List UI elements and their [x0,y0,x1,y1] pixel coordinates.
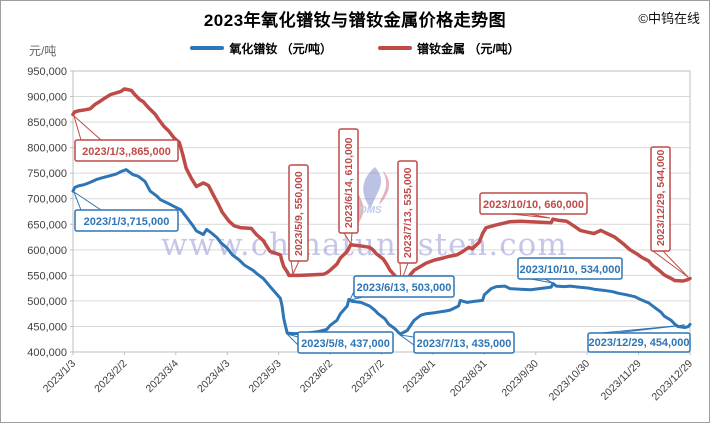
y-tick-label: 550,000 [27,270,67,282]
x-tick-label: 2023/4/3 [195,358,232,395]
annotation-metal-may9: 2023/5/9, 550,000 [288,164,309,276]
annotation-label: 2023/5/8, 437,000 [301,338,390,350]
legend: 氧化镨钕 （元/吨） 镨钕金属 （元/吨） [1,39,709,57]
x-tick-label: 2023/6/2 [298,358,335,395]
x-axis: 2023/1/3 2023/2/2 2023/3/4 2023/4/3 2023/5/3… [41,352,695,403]
y-tick-label: 850,000 [27,117,67,129]
series-lines [71,87,692,336]
copyright-label: ©中钨在线 [638,11,700,26]
series-line-metal [71,87,692,285]
legend-item-oxide: 氧化镨钕 （元/吨） [190,40,332,57]
annotation-oxide-jul13: 2023/7/13, 435,000 [399,331,515,354]
annotation-label: 2023/12/29, 454,000 [589,337,690,349]
logo-text: TOMS [353,205,382,216]
annotation-metal-dec29: 2023/12/29, 544,000 [650,146,689,278]
x-tick-label: 2023/1/3 [41,358,78,395]
x-tick-label: 2023/12/29 [649,358,695,404]
annotation-label: 2023/1/3,715,000 [84,216,170,228]
annotation-metal-jan3: 2023/1/3,,865,000 [73,114,179,162]
y-tick-label: 500,000 [27,296,67,308]
y-tick-label: 700,000 [27,194,67,206]
y-tick-label: 400,000 [27,347,67,359]
y-axis: 400,000 450,000 500,000 550,000 600,000 650,0… [27,66,73,359]
x-tick-label: 2023/5/3 [246,358,283,395]
annotation-label: 2023/1/3,,865,000 [82,146,171,158]
annotation-oxide-oct10: 2023/10/10, 534,000 [517,257,623,284]
annotation-oxide-dec29: 2023/12/29, 454,000 [587,324,691,353]
y-tick-label: 750,000 [27,168,67,180]
annotation-label: 2023/7/13, 535,000 [402,167,414,258]
x-tick-label: 2023/2/2 [92,358,129,395]
y-tick-label: 600,000 [27,245,67,257]
annotation-label: 2023/10/10, 660,000 [483,199,584,211]
annotation-label: 2023/12/29, 544,000 [655,149,667,246]
y-tick-label: 900,000 [27,92,67,104]
annotation-label: 2023/5/9, 550,000 [293,171,305,256]
x-tick-label: 2023/11/29 [599,358,644,403]
series-line-oxide [71,168,692,336]
annotation-metal-jul13: 2023/7/13, 535,000 [397,160,418,283]
x-tick-label: 2023/10/30 [547,358,593,404]
y-tick-label: 650,000 [27,219,67,231]
annotation-label: 2023/7/13, 435,000 [417,338,512,350]
annotation-metal-oct10: 2023/10/10, 660,000 [479,192,588,219]
legend-label-metal: 镨钕金属 （元/吨） [417,41,520,56]
legend-label-oxide: 氧化镨钕 （元/吨） [229,41,332,56]
annotation-oxide-may8: 2023/5/8, 437,000 [285,331,394,354]
y-tick-label: 450,000 [27,321,67,333]
metal-line-swatch [378,46,412,50]
y-axis-unit-label: 元/吨 [29,44,57,58]
y-tick-label: 800,000 [27,143,67,155]
annotation-label: 2023/10/10, 534,000 [520,264,621,276]
legend-item-metal: 镨钕金属 （元/吨） [378,40,520,57]
y-tick-label: 950,000 [27,66,67,78]
annotation-oxide-jan3: 2023/1/3,715,000 [72,190,179,232]
annotation-oxide-jun13: 2023/6/13, 503,000 [349,275,455,301]
x-tick-label: 2023/7/2 [349,358,386,395]
chart-title: 2023年氧化镨钕与镨钕金属价格走势图 [203,11,507,30]
annotation-label: 2023/6/14, 610,000 [343,137,355,228]
oxide-line-swatch [190,46,225,50]
x-tick-label: 2023/9/30 [499,358,541,400]
annotation-metal-jun14: 2023/6/14, 610,000 [338,128,359,246]
x-tick-label: 2023/8/1 [401,358,438,395]
annotation-label: 2023/6/13, 503,000 [357,282,452,294]
x-tick-label: 2023/8/31 [448,358,490,400]
x-tick-label: 2023/3/4 [144,358,181,395]
